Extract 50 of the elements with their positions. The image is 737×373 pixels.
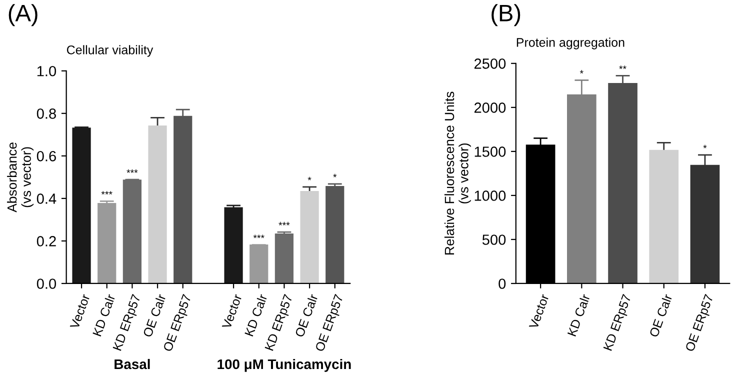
text: (B) [492,4,520,26]
y-tick-label: 2500 [474,58,506,69]
y-tick-label: 500 [482,234,506,245]
text: (A) [8,4,38,26]
data-label: *** [126,169,138,173]
data-label: *** [253,234,264,238]
x-tick-label: Vector [70,294,90,330]
bar [148,125,167,284]
bar [122,180,142,284]
bar [274,233,294,284]
text: Basal [114,358,150,370]
y-tick-label: 0.2 [36,236,56,246]
data-label: * [580,70,584,74]
x-tick-label: Vector [528,294,550,330]
y-axis-title: Relative Fluorescence Units (vs vector) [444,92,471,254]
bar [326,186,344,284]
x-tick-label: Vector [222,294,242,330]
y-tick-label: 0.8 [36,108,56,119]
bar [649,150,679,284]
bar [98,203,116,284]
text: 100 μM Tunicamycin [218,358,351,372]
data-label: * [333,174,337,178]
data-label: ** [619,66,626,70]
y-tick-label: 1000 [474,190,506,201]
y-tick-label: 0.0 [36,278,56,289]
y-tick-label: 0.6 [36,151,56,162]
bar [250,244,268,284]
y-tick-label: 2000 [474,102,506,113]
x-tick-label: KD Calr [92,293,116,336]
y-tick-label: 1.0 [37,66,56,76]
y-tick-label: 0 [498,278,506,289]
y-tick-label: 0.4 [36,194,56,204]
y-axis-title: Absorbance (vs vector) [7,142,34,212]
y-tick-label: 1500 [474,146,506,157]
x-tick-label: OE Calr [294,293,318,338]
bar [72,128,91,284]
x-tick-label: KD Calr [244,293,268,336]
bar [224,207,243,284]
data-label: *** [278,222,290,226]
x-tick-label: OE Calr [648,293,672,338]
chart-title: Cellular viability [66,45,154,57]
data-label: *** [101,191,112,195]
x-tick-label: KD Calr [567,293,590,336]
bar [300,190,319,284]
x-tick-label: OE ERp57 [685,294,716,353]
x-tick-label: OE Calr [142,293,166,338]
data-label: * [703,144,707,148]
chart-title: Protein aggregation [516,38,624,50]
data-label: * [308,176,312,180]
x-tick-label: KD ERp57 [603,294,634,352]
